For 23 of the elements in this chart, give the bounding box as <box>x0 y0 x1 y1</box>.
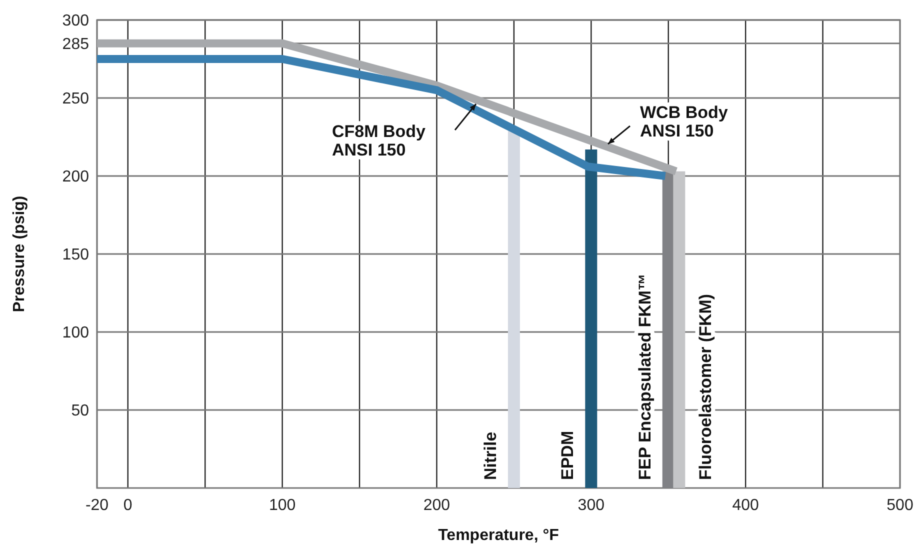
y-tick-label: 50 <box>71 402 90 420</box>
text: EPDM <box>558 430 578 480</box>
bar <box>508 130 520 488</box>
y-tick-label: 200 <box>62 168 90 186</box>
x-tick-label: 500 <box>886 497 914 514</box>
text: FEP Encapsulated FKM™ <box>635 273 654 480</box>
text: Nitrile <box>480 432 500 480</box>
x-tick-label: 200 <box>423 497 450 514</box>
x-tick-label: -20 <box>85 497 109 514</box>
x-tick-label: 100 <box>268 497 296 514</box>
y-tick-label: 250 <box>62 90 90 108</box>
y-tick-label: 100 <box>62 324 90 342</box>
y-tick-label: 300 <box>62 12 90 30</box>
bar <box>585 149 598 488</box>
x-tick-label: 300 <box>578 497 605 514</box>
y-axis-title: Pressure (psig) <box>11 196 28 312</box>
y-tick-label: 285 <box>62 36 90 53</box>
text: Fluoroelastomer (FKM) <box>696 294 715 480</box>
y-tick-label: 150 <box>62 246 90 264</box>
x-tick-label: 400 <box>732 497 760 514</box>
x-axis-title: Temperature, °F <box>438 527 560 544</box>
bar <box>673 171 686 488</box>
x-tick-label: 0 <box>123 497 132 514</box>
